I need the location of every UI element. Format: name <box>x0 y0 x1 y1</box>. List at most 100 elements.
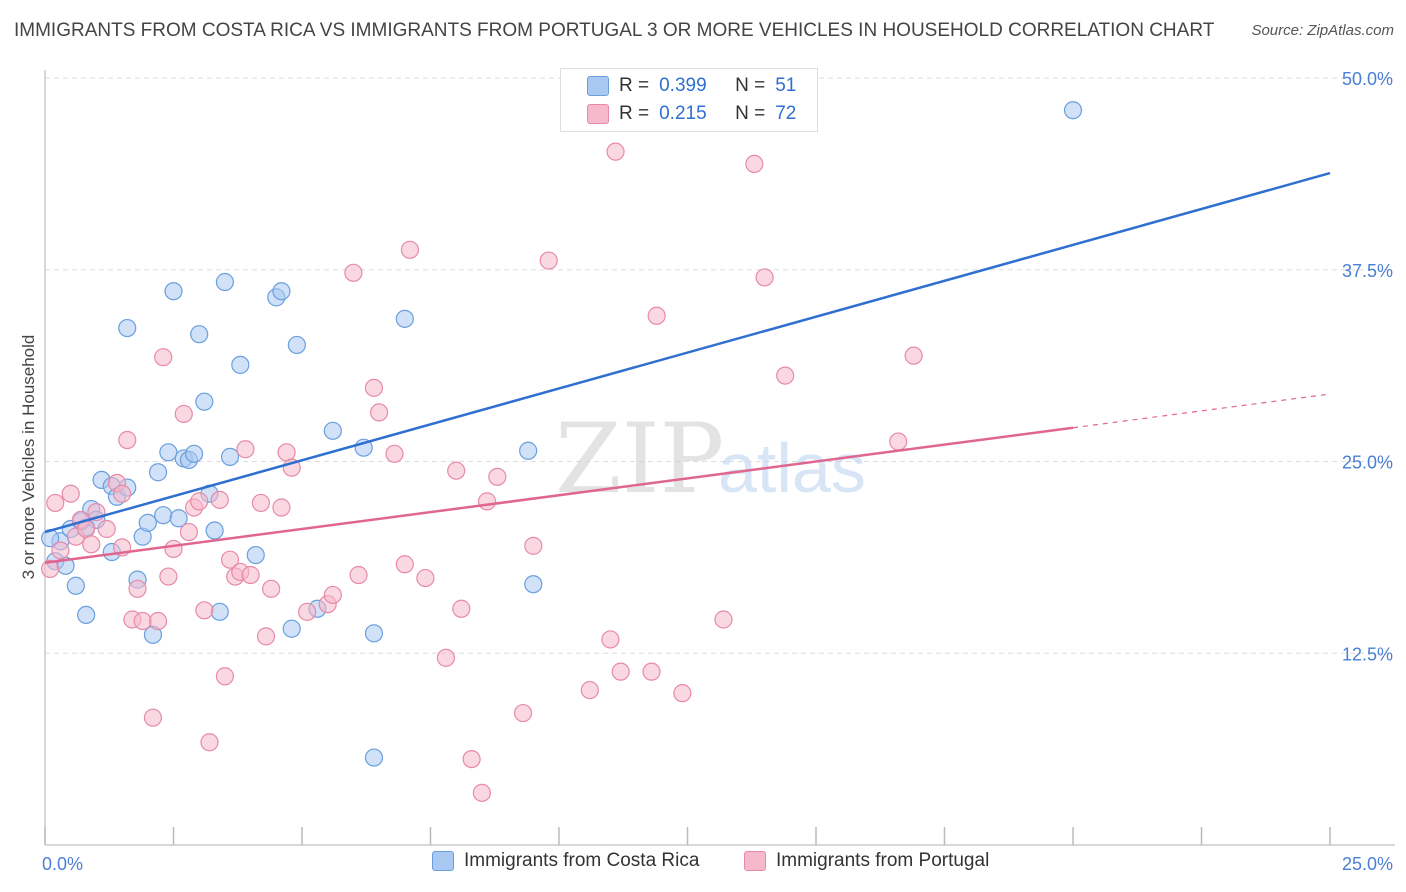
portugal-point <box>755 268 774 287</box>
costa-rica-point <box>164 282 183 301</box>
trendline-1 <box>44 426 1074 564</box>
portugal-point <box>364 378 384 397</box>
costa-rica-point <box>220 447 240 466</box>
portugal-point <box>262 579 281 598</box>
portugal-point <box>154 348 173 367</box>
costa-rica-point <box>323 421 342 440</box>
portugal-point <box>462 749 481 769</box>
portugal-point <box>210 490 229 509</box>
portugal-point <box>112 484 132 503</box>
legend-n-label: N = <box>735 103 766 124</box>
trend-layer <box>44 171 1331 564</box>
portugal-point <box>82 535 101 554</box>
chart-title: IMMIGRANTS FROM COSTA RICA VS IMMIGRANTS… <box>14 20 1215 41</box>
costa-rica-point <box>272 282 291 301</box>
portugal-point <box>385 444 404 463</box>
portugal-point <box>277 443 296 462</box>
watermark-atlas: atlas <box>718 429 866 507</box>
portugal-point <box>256 627 276 646</box>
portugal-point <box>159 567 178 586</box>
portugal-point <box>46 493 65 513</box>
costa-rica-point <box>364 748 384 767</box>
portugal-point <box>436 648 456 667</box>
portugal-point <box>647 306 666 325</box>
portugal-point <box>97 519 116 539</box>
portugal-point <box>539 251 558 270</box>
portugal-point <box>642 662 661 681</box>
portugal-point <box>179 522 199 542</box>
costa-rica-point <box>287 335 306 355</box>
correlation-legend: R = 0.399 N = 51 R = 0.215 N = 72 <box>560 68 818 132</box>
points-layer <box>41 101 1083 802</box>
portugal-point <box>128 579 147 598</box>
portugal-point <box>251 493 270 513</box>
portugal-point <box>164 539 183 559</box>
portugal-point <box>190 492 209 511</box>
costa-rica-point <box>524 575 543 594</box>
y-axis-title: 3 or more Vehicles in Household <box>19 335 38 580</box>
series-swatch-blue <box>432 851 454 871</box>
portugal-point <box>61 484 80 503</box>
portugal-point <box>323 585 342 605</box>
legend-row-costa-rica: R = 0.399 N = 51 <box>587 73 796 99</box>
trendline-dashed-1 <box>1072 393 1331 429</box>
portugal-point <box>118 430 137 450</box>
x-tick-label: 25.0% <box>1342 854 1393 874</box>
portugal-point <box>41 559 60 578</box>
portugal-point <box>349 565 368 585</box>
costa-rica-point <box>118 318 137 338</box>
costa-rica-point <box>77 605 96 625</box>
portugal-point <box>344 263 363 282</box>
costa-rica-point <box>210 602 229 621</box>
series-legend-label: Immigrants from Portugal <box>776 850 990 871</box>
legend-r-value: 0.399 <box>659 75 707 96</box>
legend-row-portugal: R = 0.215 N = 72 <box>587 101 796 127</box>
portugal-point <box>298 602 317 621</box>
legend-swatch-blue <box>587 76 609 96</box>
legend-n-label: N = <box>735 75 766 96</box>
costa-rica-point <box>205 521 224 540</box>
portugal-point <box>148 611 168 631</box>
legend-n-value: 72 <box>775 103 797 124</box>
y-tick-label: 50.0% <box>1342 69 1393 89</box>
portugal-point <box>400 240 420 259</box>
legend-r-label: R = <box>619 103 650 124</box>
costa-rica-point <box>395 309 414 328</box>
trendline-0 <box>44 171 1331 534</box>
portugal-point <box>673 684 692 703</box>
portugal-point <box>776 366 795 385</box>
portugal-point <box>143 708 163 727</box>
series-legend: Immigrants from Costa Rica Immigrants fr… <box>0 850 1406 878</box>
portugal-point <box>488 467 507 486</box>
portugal-point <box>745 154 764 174</box>
costa-rica-point <box>154 506 173 525</box>
y-tick-label: 37.5% <box>1342 261 1393 281</box>
legend-n-value: 51 <box>775 75 797 96</box>
portugal-point <box>452 599 471 618</box>
costa-rica-point <box>215 272 234 292</box>
costa-rica-point <box>148 463 168 482</box>
portugal-point <box>904 346 923 365</box>
portugal-point <box>611 662 630 681</box>
portugal-point <box>370 403 389 422</box>
y-tick-label: 12.5% <box>1342 644 1393 664</box>
portugal-point <box>272 498 291 517</box>
costa-rica-point <box>519 441 538 460</box>
portugal-point <box>477 492 497 511</box>
costa-rica-point <box>282 619 301 638</box>
costa-rica-point <box>364 624 384 643</box>
portugal-point <box>215 667 234 686</box>
costa-rica-point <box>195 392 214 411</box>
portugal-point <box>51 541 70 560</box>
legend-swatch-pink <box>587 104 609 124</box>
x-tick-label: 0.0% <box>42 854 83 874</box>
costa-rica-point <box>169 509 188 528</box>
portugal-point <box>241 565 260 585</box>
costa-rica-point <box>246 545 265 565</box>
series-legend-label: Immigrants from Costa Rica <box>464 850 700 871</box>
costa-rica-point <box>190 325 209 344</box>
portugal-point <box>416 568 435 588</box>
costa-rica-point <box>138 513 157 532</box>
portugal-point <box>174 404 193 424</box>
